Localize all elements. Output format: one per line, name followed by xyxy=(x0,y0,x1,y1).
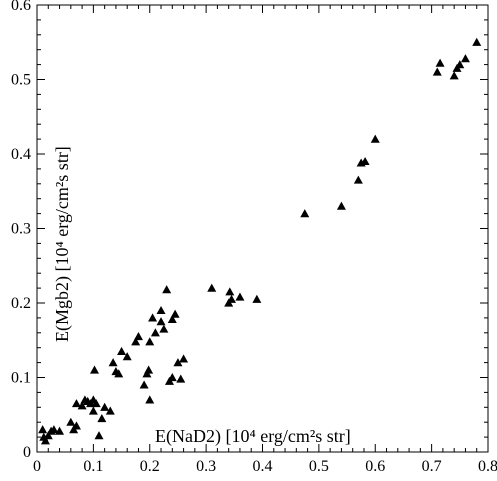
data-point-triangle xyxy=(173,358,183,367)
x-tick-label: 0.8 xyxy=(478,458,497,475)
y-tick-label: 0.5 xyxy=(11,72,31,89)
data-point-triangle xyxy=(460,54,470,63)
data-point-triangle xyxy=(170,309,180,318)
data-point-triangle xyxy=(225,287,235,296)
data-point-triangle xyxy=(150,328,160,337)
data-point-triangle xyxy=(38,425,48,434)
data-point-triangle xyxy=(108,358,118,367)
data-point-triangle xyxy=(100,402,110,411)
data-point-triangle xyxy=(162,285,172,294)
data-point-triangle xyxy=(360,156,370,166)
data-point-triangle xyxy=(49,425,59,434)
x-tick-label: 0 xyxy=(33,458,41,475)
x-tick-label: 0.2 xyxy=(140,458,160,475)
data-point-triangle xyxy=(207,283,217,292)
data-point-triangle xyxy=(97,413,107,423)
data-point-triangle xyxy=(156,317,166,326)
data-point-triangle xyxy=(40,436,50,445)
data-point-triangle xyxy=(226,294,236,303)
x-tick-label: 0.4 xyxy=(253,458,273,475)
data-point-triangle xyxy=(336,201,346,210)
data-point-triangle xyxy=(353,175,363,184)
data-point-triangle xyxy=(114,369,124,378)
data-point-triangle xyxy=(156,305,166,315)
data-point-triangle xyxy=(88,406,98,415)
data-point-triangle xyxy=(449,71,459,80)
data-point-triangle xyxy=(77,401,87,410)
data-point-triangle xyxy=(370,134,380,143)
plot-border xyxy=(36,4,489,453)
x-tick-label: 0.5 xyxy=(309,458,329,475)
data-point-triangle xyxy=(235,292,245,301)
data-point-triangle xyxy=(300,209,310,218)
data-point-triangle xyxy=(66,417,76,426)
data-point-triangle xyxy=(90,365,100,374)
data-point-triangle xyxy=(94,431,104,440)
data-point-triangle xyxy=(179,354,189,363)
data-point-triangle xyxy=(71,421,81,430)
data-point-triangle xyxy=(167,314,177,323)
x-tick-label: 0.1 xyxy=(83,458,103,475)
data-point-triangle xyxy=(139,380,149,389)
data-point-triangle xyxy=(144,365,154,374)
data-point-triangle xyxy=(105,406,115,415)
y-tick-label: 0 xyxy=(23,444,31,461)
data-point-triangle xyxy=(176,374,186,383)
data-point-triangle xyxy=(122,352,132,361)
data-point-triangle xyxy=(55,426,65,435)
data-point-triangle xyxy=(252,294,262,303)
y-axis-label: E(Mgb2) [10⁴ erg/cm²s str] xyxy=(52,146,73,342)
data-point-triangle xyxy=(91,399,101,408)
tick-labels: 0 0.1 0.2 0.3 0.4 0.5 0.6 0.7 0.8 0 0.1 0.2 0.3 0.4 0.… xyxy=(11,0,497,475)
data-point-triangle xyxy=(117,346,127,356)
data-point-triangle xyxy=(432,67,442,76)
y-tick-label: 0.4 xyxy=(11,146,31,163)
x-tick-label: 0.7 xyxy=(422,458,442,475)
data-point-triangle xyxy=(131,337,141,346)
data-point-triangle xyxy=(148,313,158,322)
y-tick-label: 0.6 xyxy=(11,0,31,14)
x-tick-label: 0.3 xyxy=(196,458,216,475)
data-point-triangle xyxy=(455,60,465,69)
y-tick-label: 0.3 xyxy=(11,221,31,238)
data-point-triangle xyxy=(71,399,81,408)
x-axis-label: E(NaD2) [10⁴ erg/cm²s str] xyxy=(155,426,351,447)
data-point-triangle xyxy=(435,58,445,67)
y-tick-label: 0.1 xyxy=(11,370,31,387)
data-point-triangle xyxy=(145,395,155,404)
plot-frame xyxy=(36,4,489,453)
axis-ticks xyxy=(36,4,489,453)
x-tick-label: 0.6 xyxy=(365,458,385,475)
data-point-triangle xyxy=(145,337,155,346)
data-point-triangle xyxy=(472,37,482,46)
data-point-triangle xyxy=(133,332,143,341)
data-points xyxy=(38,37,482,445)
data-point-triangle xyxy=(159,324,169,333)
data-point-triangle xyxy=(167,373,177,382)
y-tick-label: 0.2 xyxy=(11,295,31,312)
data-point-triangle xyxy=(43,431,53,440)
